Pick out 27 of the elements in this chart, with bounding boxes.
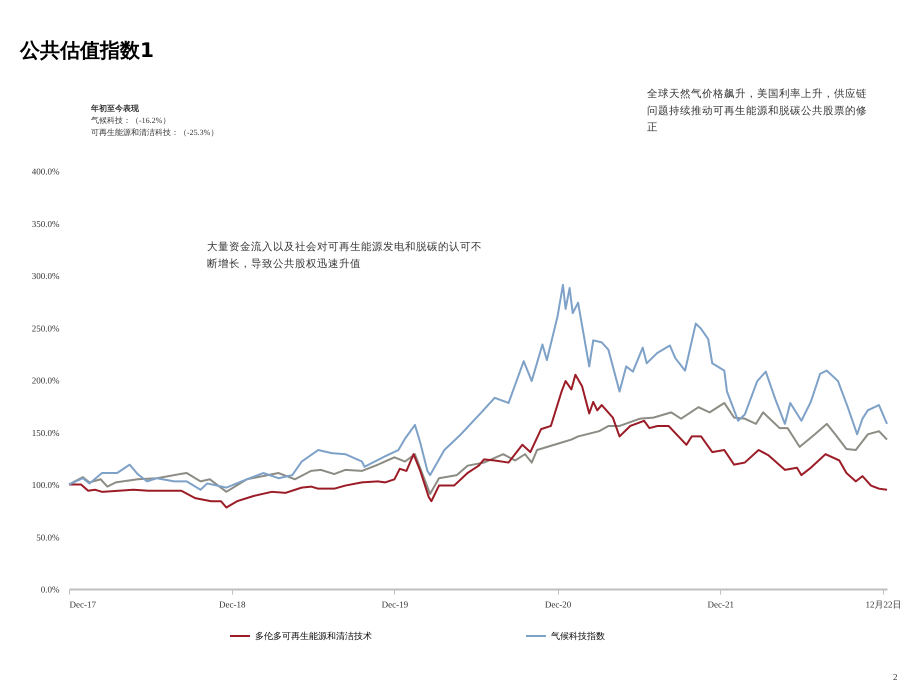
line-series xyxy=(68,402,888,495)
x-tick-label: Dec-18 xyxy=(218,600,246,610)
line-series xyxy=(68,374,888,508)
chart-title: 公共估值指数1 xyxy=(19,38,154,62)
text: 全球天然气价格飙升，美国利率上升，供应链问题持续推动可再生能源和脱碳公共股票的修正 xyxy=(647,87,867,134)
text: 年初至今表现 xyxy=(90,103,140,113)
x-tick-label: Dec-21 xyxy=(708,600,734,610)
x-tick-label: Dec-20 xyxy=(544,600,572,610)
y-tick-label: 100.0% xyxy=(32,480,60,490)
y-tick-label: 0.0% xyxy=(40,584,60,594)
text: 气候科技：（-16.2%） xyxy=(91,116,170,125)
line-series xyxy=(68,284,888,491)
y-tick-label: 250.0% xyxy=(32,323,60,334)
y-tick-label: 350.0% xyxy=(32,218,60,229)
x-tick-label: Dec-17 xyxy=(70,600,96,610)
y-tick-label: 150.0% xyxy=(32,428,60,438)
y-tick-label: 300.0% xyxy=(32,271,60,281)
x-tick-label: 12月22日 xyxy=(865,600,902,610)
legend-label: 气候科技指数 xyxy=(551,631,605,641)
y-tick-label: 400.0% xyxy=(32,166,60,176)
y-tick-label: 50.0% xyxy=(36,532,60,542)
legend-label: 多伦多可再生能源和清洁技术 xyxy=(255,631,372,641)
annotation: 大量资金流入以及社会对可再生能源发电和脱碳的认可不断增长，导致公共股权迅速升值 xyxy=(207,240,482,270)
x-tick-label: Dec-19 xyxy=(382,600,409,610)
text: 可再生能源和清洁科技：（-25.3%） xyxy=(91,128,218,137)
y-tick-label: 200.0% xyxy=(32,376,60,386)
text: 2 xyxy=(893,672,898,682)
